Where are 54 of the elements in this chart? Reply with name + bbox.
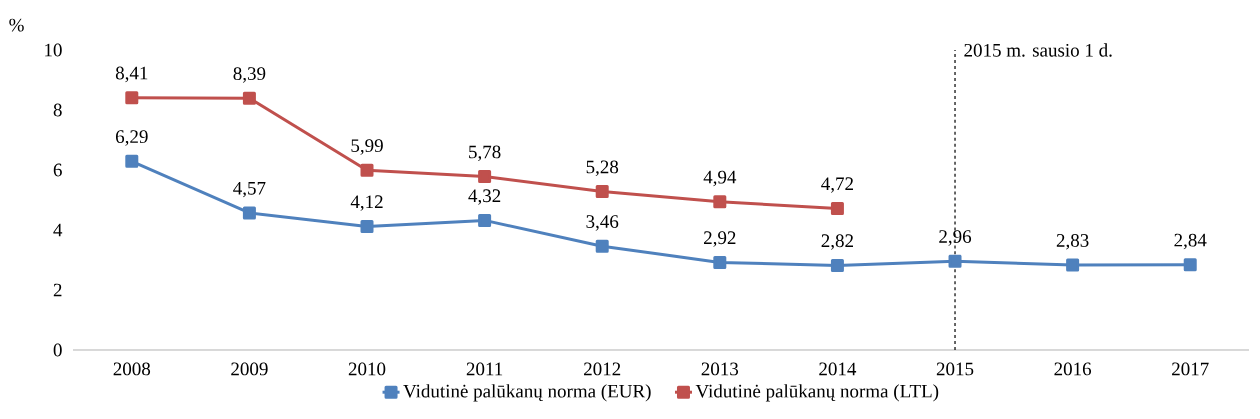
point xyxy=(1183,258,1197,272)
point xyxy=(713,195,727,209)
y-tick-label: 4 xyxy=(53,223,63,237)
x-tick-label: 2016 xyxy=(1054,362,1092,376)
data-label: 6,29 xyxy=(115,130,148,146)
y-tick-label: 8 xyxy=(53,103,62,117)
y-tick-label: 10 xyxy=(45,43,62,57)
x-tick-label: 2010 xyxy=(348,362,386,376)
x-tick-label: 2008 xyxy=(113,362,151,376)
point xyxy=(242,91,256,105)
data-label: 2,83 xyxy=(1056,234,1089,250)
point xyxy=(125,154,139,168)
data-label: 5,99 xyxy=(351,139,383,155)
y-tick-label: 0 xyxy=(53,343,62,357)
data-label: 8,39 xyxy=(233,67,266,83)
data-label: 4,32 xyxy=(468,189,501,205)
data-label: 3,46 xyxy=(586,215,619,231)
x-tick-label: 2014 xyxy=(819,362,857,376)
data-label: 2,82 xyxy=(821,234,853,250)
legend-label: Vidutinė palūkanų norma (EUR) xyxy=(403,384,651,402)
data-label: 4,12 xyxy=(350,195,383,211)
point xyxy=(595,185,609,199)
data-label: 4,72 xyxy=(821,177,853,193)
point xyxy=(830,201,844,215)
data-label: 2,92 xyxy=(704,231,736,247)
legend-label: Vidutinė palūkanų norma (LTL) xyxy=(695,384,939,402)
y-axis-title: % xyxy=(9,18,24,32)
data-label: 8,41 xyxy=(115,66,148,83)
data-label: 4,57 xyxy=(233,181,266,198)
x-tick-label: 2012 xyxy=(584,362,621,376)
ref-line-label: 2015 m. sausio 1 d. xyxy=(964,43,1112,57)
point xyxy=(713,255,727,269)
point xyxy=(595,239,609,253)
data-label: 5,78 xyxy=(469,145,501,162)
data-label: 2,96 xyxy=(939,230,972,246)
point xyxy=(948,254,962,268)
data-label: 2,84 xyxy=(1174,233,1207,250)
point xyxy=(360,163,374,177)
y-tick-label: 6 xyxy=(53,163,62,177)
point xyxy=(478,213,492,227)
point xyxy=(478,170,492,184)
x-tick-label: 2015 xyxy=(936,362,974,376)
x-tick-label: 2013 xyxy=(701,362,739,376)
point xyxy=(242,206,256,220)
point xyxy=(360,219,374,233)
point xyxy=(125,91,139,105)
x-tick-label: 2009 xyxy=(231,362,268,376)
point xyxy=(830,258,844,272)
x-tick-label: 2011 xyxy=(466,362,503,376)
data-label: 4,94 xyxy=(703,170,737,187)
data-label: 5,28 xyxy=(586,160,619,177)
point xyxy=(1066,258,1080,272)
x-tick-label: 2017 xyxy=(1172,362,1209,376)
y-tick-label: 2 xyxy=(53,283,62,297)
